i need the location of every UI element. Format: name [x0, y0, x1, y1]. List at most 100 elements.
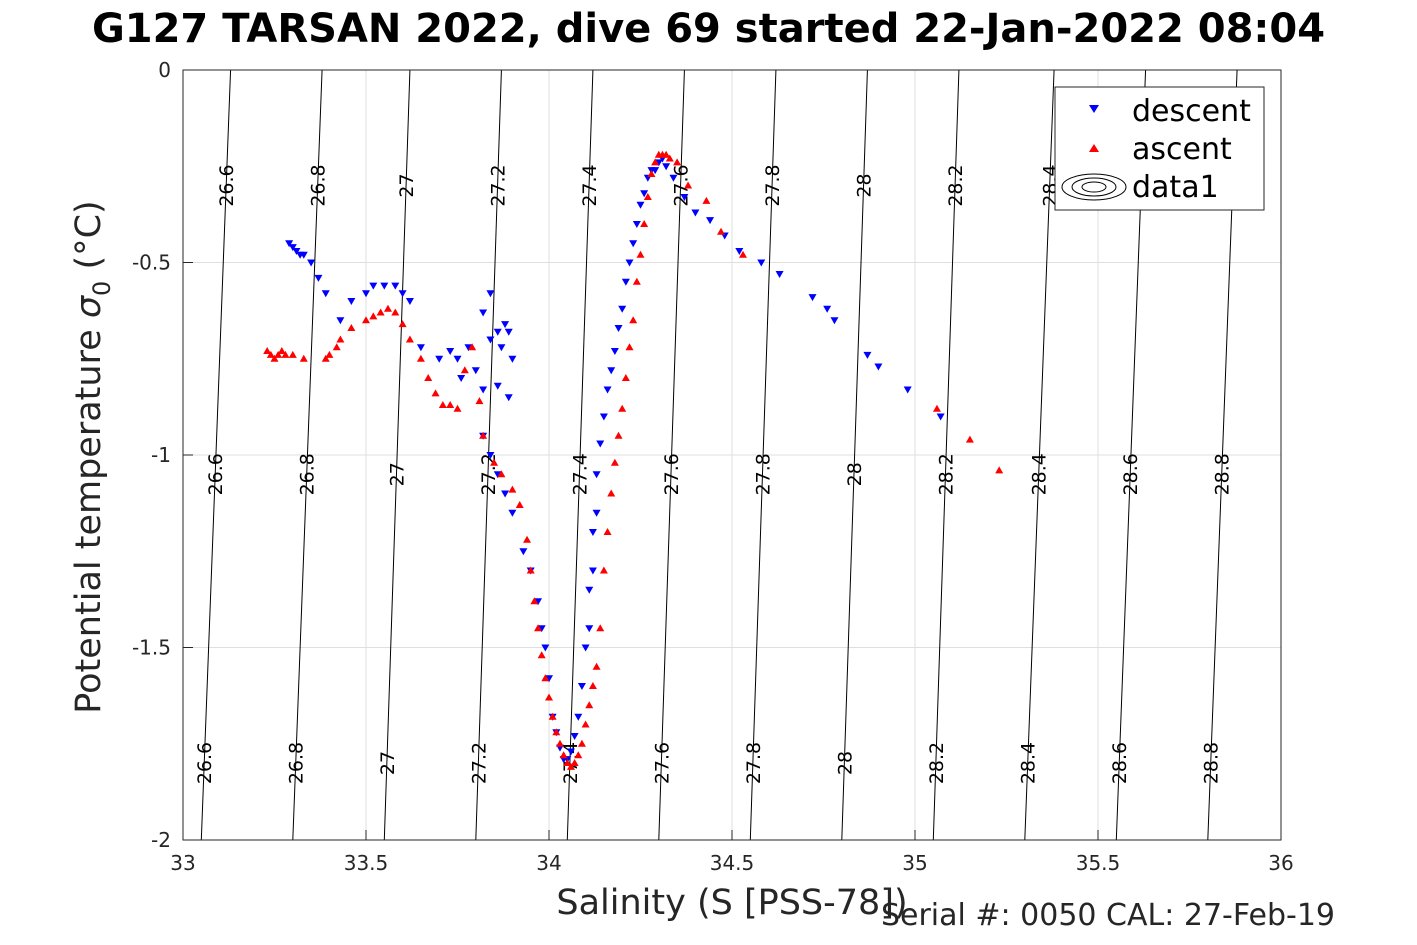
descent-point: [757, 259, 766, 267]
ascent-point: [537, 651, 546, 659]
descent-point: [808, 294, 817, 302]
descent-point: [691, 209, 700, 217]
y-axis: 0 -0.5 -1 -1.5 -2: [132, 58, 193, 852]
descent-point: [680, 194, 689, 202]
contour-line: [749, 70, 777, 840]
contour-label: 26.8: [308, 164, 330, 206]
contour-label: 28.8: [1212, 453, 1234, 495]
descent-point: [618, 305, 627, 313]
ascent-point: [460, 366, 469, 374]
descent-point: [369, 282, 378, 290]
ascent-point: [321, 354, 330, 362]
ascent-point: [618, 404, 627, 412]
contour-label: 28.4: [1018, 742, 1040, 784]
ascent-point: [424, 374, 433, 381]
ascent-point: [570, 759, 579, 766]
ascent-point: [621, 374, 630, 381]
contour-label: 28.2: [935, 453, 957, 495]
descent-point: [936, 413, 945, 421]
contour-label: 28: [854, 173, 876, 197]
y-axis-label-main: Potential temperature: [69, 318, 109, 714]
descent-point: [775, 271, 784, 279]
descent-point: [501, 490, 510, 498]
ascent-point: [596, 624, 605, 632]
contour-label: 27.2: [468, 742, 490, 784]
descent-point: [603, 386, 612, 394]
ascent-point: [468, 343, 477, 351]
ascent-point: [475, 397, 484, 405]
x-tick-label: 35.5: [1076, 851, 1121, 875]
ascent-point: [490, 458, 499, 466]
y-axis-label-subscript: 0: [88, 281, 116, 296]
ascent-point: [545, 693, 553, 701]
descent-point: [453, 355, 462, 363]
descent-point: [636, 201, 645, 209]
descent-point: [405, 298, 414, 305]
descent-point: [391, 282, 400, 290]
ascent-point: [673, 158, 682, 166]
y-tick-label: -1.5: [132, 636, 171, 660]
ascent-point: [599, 566, 608, 574]
descent-point: [537, 625, 546, 633]
contour-label: 27: [396, 173, 418, 197]
descent-point: [435, 355, 444, 363]
ascent-point: [665, 154, 674, 162]
ascent-point: [263, 347, 272, 355]
descent-point: [629, 240, 638, 248]
contour-label: 27.8: [762, 164, 784, 206]
descent-point: [823, 305, 832, 313]
x-tick-label: 36: [1268, 851, 1293, 875]
descent-point: [292, 247, 301, 255]
ascent-point: [640, 220, 649, 227]
ascent-point: [995, 466, 1004, 474]
data-points: [263, 150, 1004, 770]
contour-label: 28: [834, 751, 856, 775]
descent-point: [519, 548, 528, 556]
ascent-point: [610, 458, 619, 466]
descent-point: [585, 625, 594, 633]
contour-label: 28.2: [945, 164, 967, 206]
contour-label: 26.6: [216, 164, 238, 206]
descent-point: [285, 240, 294, 248]
ascent-point: [336, 335, 345, 343]
contour-label: 28.6: [1120, 453, 1142, 495]
contour-line: [841, 70, 868, 840]
ascent-point: [932, 404, 941, 412]
ascent-point: [566, 762, 575, 770]
ascent-point: [508, 485, 517, 493]
ascent-point: [581, 720, 590, 728]
ascent-point: [548, 712, 557, 720]
contour-label: 28.6: [1109, 742, 1131, 784]
descent-point: [314, 274, 323, 282]
ascent-point: [592, 662, 601, 670]
descent-point: [541, 644, 550, 652]
ascent-point: [588, 682, 597, 689]
descent-point: [504, 394, 513, 402]
ascent-point: [453, 404, 462, 412]
contour-line: [292, 70, 323, 840]
descent-point: [640, 190, 649, 198]
descent-point: [486, 290, 495, 298]
y-tick-label: -2: [151, 828, 171, 852]
contour-label: 27.4: [560, 742, 582, 784]
descent-point: [566, 748, 575, 756]
contour-label: 27.6: [651, 742, 673, 784]
ascent-point: [603, 528, 612, 535]
ascent-point: [651, 158, 660, 166]
descent-point: [486, 336, 495, 344]
descent-point: [545, 675, 553, 683]
contour-line: [200, 70, 232, 840]
ascent-point: [383, 304, 392, 312]
descent-point: [735, 247, 744, 255]
descent-point: [570, 733, 579, 741]
ascent-point: [530, 597, 539, 605]
contour-label: 26.6: [205, 453, 227, 495]
contour-label: 26.8: [286, 742, 308, 784]
contour-label: 27.4: [579, 164, 601, 206]
descent-point: [446, 348, 455, 356]
descent-point: [607, 367, 616, 375]
descent-point: [596, 440, 605, 448]
ascent-point: [541, 674, 550, 682]
x-tick-label: 35: [902, 851, 927, 875]
